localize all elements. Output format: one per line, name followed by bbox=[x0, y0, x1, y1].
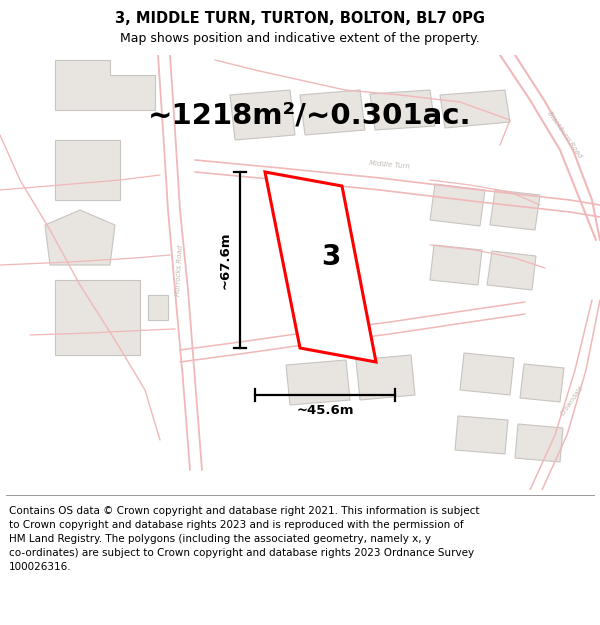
Polygon shape bbox=[45, 210, 115, 265]
Polygon shape bbox=[460, 353, 514, 395]
Text: ~45.6m: ~45.6m bbox=[296, 404, 354, 418]
Polygon shape bbox=[300, 90, 365, 135]
Polygon shape bbox=[490, 190, 540, 230]
Text: Map shows position and indicative extent of the property.: Map shows position and indicative extent… bbox=[120, 32, 480, 45]
Text: 3, MIDDLE TURN, TURTON, BOLTON, BL7 0PG: 3, MIDDLE TURN, TURTON, BOLTON, BL7 0PG bbox=[115, 11, 485, 26]
Polygon shape bbox=[520, 364, 564, 402]
Polygon shape bbox=[487, 251, 536, 290]
Polygon shape bbox=[440, 90, 510, 128]
Text: ~67.6m: ~67.6m bbox=[218, 231, 232, 289]
Polygon shape bbox=[515, 424, 563, 462]
Text: Horrocks Road: Horrocks Road bbox=[175, 244, 184, 296]
Polygon shape bbox=[148, 295, 168, 320]
Polygon shape bbox=[55, 280, 140, 355]
Polygon shape bbox=[55, 60, 155, 110]
Polygon shape bbox=[55, 140, 120, 200]
Text: Crowndale: Crowndale bbox=[559, 384, 584, 416]
Text: Blackburn Road: Blackburn Road bbox=[547, 111, 583, 159]
Text: Middle Turn: Middle Turn bbox=[370, 160, 410, 170]
Polygon shape bbox=[230, 90, 295, 140]
Text: 3: 3 bbox=[321, 243, 340, 271]
Polygon shape bbox=[356, 355, 415, 400]
Polygon shape bbox=[286, 360, 350, 405]
Text: Middle Turn: Middle Turn bbox=[272, 196, 308, 204]
Polygon shape bbox=[430, 245, 482, 285]
Polygon shape bbox=[430, 184, 485, 226]
Polygon shape bbox=[370, 90, 435, 130]
Polygon shape bbox=[455, 416, 508, 454]
Polygon shape bbox=[265, 172, 376, 362]
Text: Contains OS data © Crown copyright and database right 2021. This information is : Contains OS data © Crown copyright and d… bbox=[9, 506, 479, 572]
Text: ~1218m²/~0.301ac.: ~1218m²/~0.301ac. bbox=[148, 101, 472, 129]
